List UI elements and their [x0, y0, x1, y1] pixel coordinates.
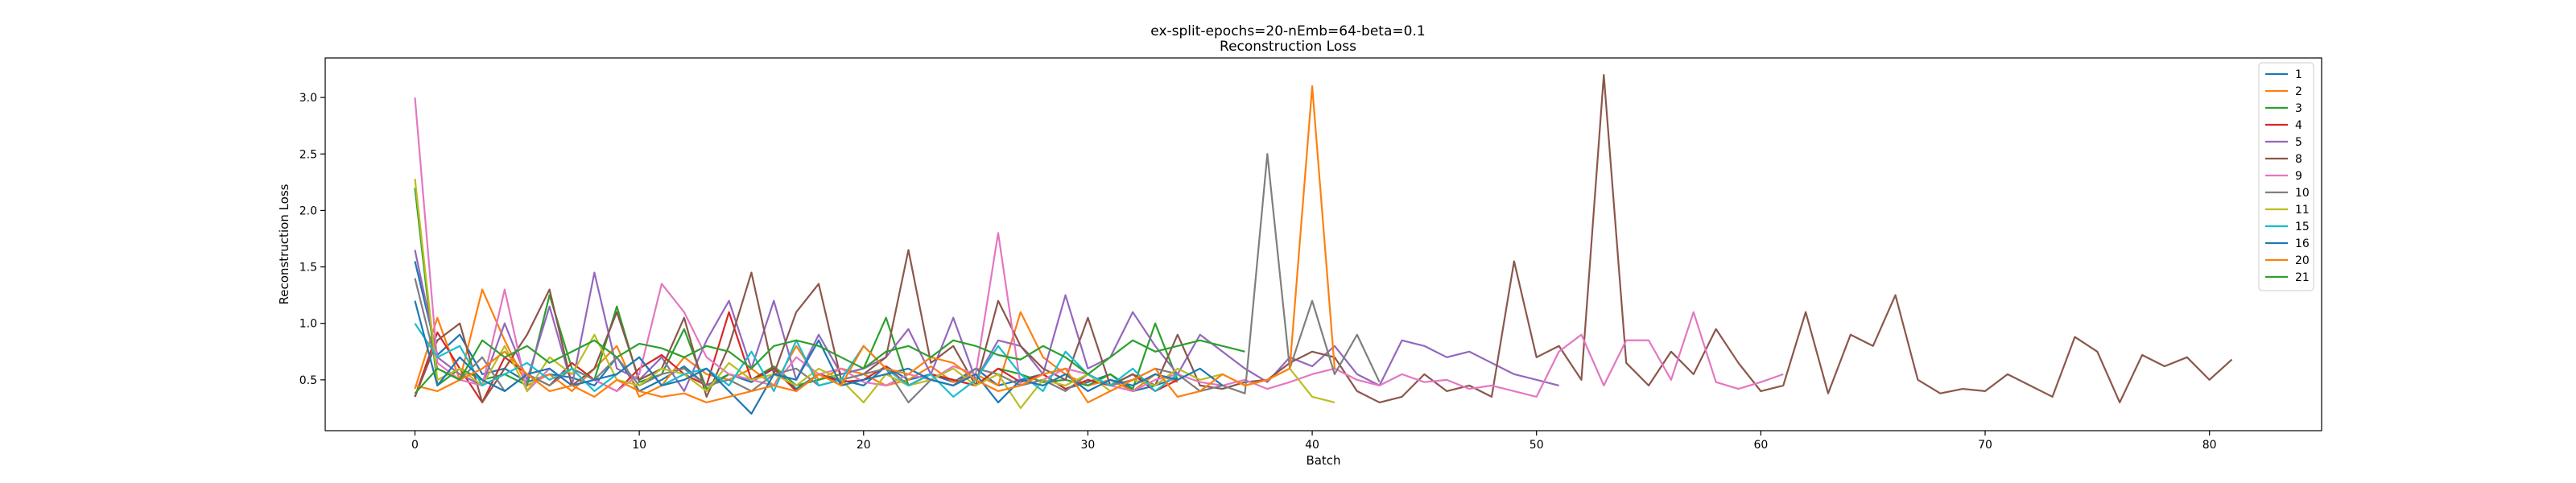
x-tick-label: 0 — [411, 439, 419, 452]
x-tick-label: 20 — [857, 439, 871, 452]
legend-label-8: 8 — [2295, 153, 2302, 166]
x-axis-ticks: 0 10 20 30 40 50 60 70 80 — [411, 431, 2217, 452]
y-tick-label: 2.5 — [299, 148, 317, 161]
series-line-10 — [414, 153, 1381, 404]
legend-label-4: 4 — [2295, 119, 2302, 132]
legend-label-3: 3 — [2295, 102, 2302, 115]
legend-box — [2258, 62, 2314, 291]
legend-label-11: 11 — [2295, 204, 2310, 217]
chart-subtitle: Reconstruction Loss — [1220, 39, 1356, 55]
x-tick-label: 80 — [2202, 439, 2217, 452]
y-tick-label: 2.0 — [299, 204, 317, 217]
x-tick-label: 40 — [1305, 439, 1319, 452]
series-line-8 — [414, 73, 2233, 404]
legend-label-5: 5 — [2295, 136, 2302, 149]
x-tick-label: 60 — [1753, 439, 1768, 452]
series-line-20 — [415, 85, 1336, 404]
x-tick-label: 30 — [1081, 439, 1096, 452]
series-layer — [414, 73, 2233, 415]
legend-label-21: 21 — [2295, 271, 2310, 284]
legend-label-15: 15 — [2295, 221, 2310, 233]
y-axis-label: Reconstruction Loss — [277, 184, 291, 304]
series-line-21 — [414, 339, 1245, 394]
legend-label-16: 16 — [2295, 237, 2310, 250]
legend-label-10: 10 — [2295, 187, 2310, 200]
series-line-5 — [414, 250, 1559, 392]
chart-title: ex-split-epochs=20-nEmb=64-beta=0.1 — [1150, 23, 1425, 39]
series-line-16 — [414, 300, 1224, 415]
x-axis-label: Batch — [1306, 453, 1340, 468]
legend-label-20: 20 — [2295, 254, 2310, 267]
x-tick-label: 70 — [1978, 439, 1992, 452]
legend-label-2: 2 — [2295, 85, 2302, 98]
y-tick-label: 1.0 — [299, 318, 317, 331]
y-tick-label: 1.5 — [299, 262, 317, 275]
legend-label-1: 1 — [2295, 68, 2302, 81]
plot-area-frame — [324, 57, 2322, 431]
y-tick-label: 0.5 — [299, 374, 317, 387]
y-axis-ticks: 0.5 1.0 1.5 2.0 2.5 3.0 — [299, 92, 325, 387]
x-tick-label: 50 — [1530, 439, 1544, 452]
legend: 1 2 3 4 5 8 9 10 11 15 16 20 21 — [2258, 62, 2314, 291]
y-tick-label: 3.0 — [299, 92, 317, 105]
legend-label-9: 9 — [2295, 170, 2302, 183]
series-line-2 — [414, 288, 1179, 398]
x-tick-label: 10 — [632, 439, 646, 452]
